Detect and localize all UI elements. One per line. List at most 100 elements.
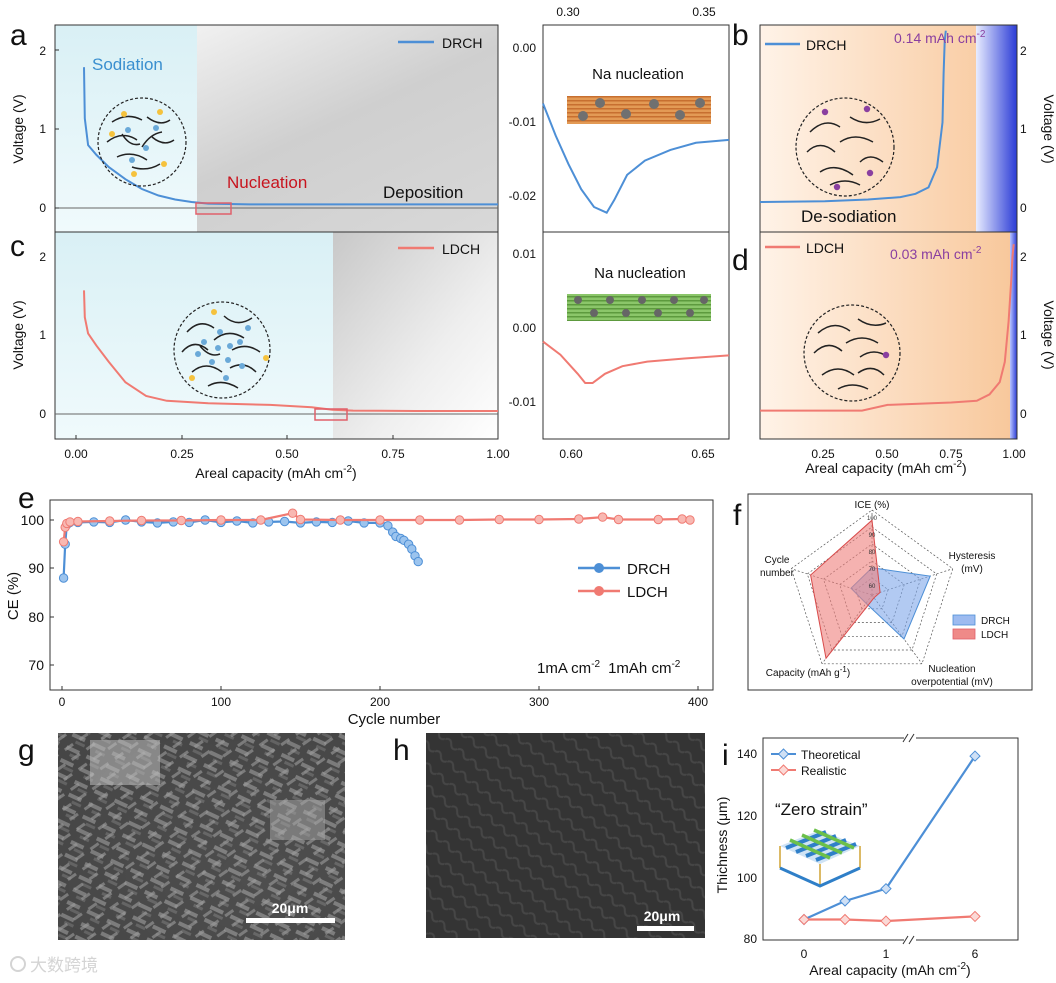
panel-e-ytick-3: 100 [21,512,45,528]
panel-e-tick-marks [50,519,699,690]
panel-f-ring-label-1: 90 [869,533,876,539]
panel-h-sem-haze [426,733,705,938]
panel-c-letter: c [10,230,25,263]
panel-i-yticks: 80 100 120 140 [737,747,757,946]
panel-f-axis-cycle-2: number [760,568,795,579]
panel-a-inset-ytick-0: 0.00 [513,41,537,55]
panel-i-legend-realistic-marker [777,764,790,776]
panel-i-theoretical-point [880,882,892,895]
panel-h-scalebar-label: 20μm [644,908,681,924]
panel-i-mesh-icon [779,828,861,888]
panel-c-xtick-marks [75,435,394,439]
panel-a-nucleation-box [195,202,232,215]
panel-g-letter: g [18,734,35,767]
panel-e-marks [58,508,695,583]
panel-f-axis-capacity-sup: -1 [840,665,848,674]
panel-c-xlabel-end: ) [352,465,357,481]
panel-f-ring-labels: 100 90 80 70 60 [867,516,878,590]
panel-a-inset-curve [542,103,730,214]
panel-a-ytick-2: 2 [39,44,46,58]
panel-c-xtick-1: 0.25 [170,447,194,461]
panel-f-letter: f [733,499,742,532]
panel-d-ytick-2: 2 [1020,250,1027,264]
panel-i-legend-realistic-label: Realistic [801,764,846,778]
panel-e-legend-ldch-marker [594,586,604,596]
panel-f-legend-ldch-label: LDCH [981,630,1008,641]
panel-c-particle-icon [173,301,271,399]
panel-c-ylabel: Voltage (V) [10,300,26,369]
panel-e-ldch-point [65,517,75,527]
panel-a-ylabel: Voltage (V) [10,94,26,163]
panel-b-ytick-0: 0 [1020,201,1027,215]
panel-e-condition-2: 1mAh cm [608,660,671,677]
panel-f-axis-capacity-text: Capacity (mAh g [766,668,840,679]
panel-f-legend-drch-swatch [952,614,976,626]
panel-d-bg [760,232,1017,439]
panel-i-ylabel: Thichness (μm) [714,797,730,894]
panel-d-xlabel-sup: -2 [953,459,962,470]
panel-e-condition-2-sup: -2 [671,659,680,670]
panel-i-axis-break [902,733,916,945]
panel-i-legend-theoretical-marker [777,748,790,760]
panel-g-sem-highlight-2 [270,800,325,840]
panel-e-ytick-1: 80 [28,609,44,625]
panel-e-ldch-point [256,515,266,525]
panel-e-drch-point [383,521,393,531]
panel-e-ldch-point [176,515,187,526]
panel-d-particle-icon [803,304,901,402]
panel-b-particle-icon [795,97,895,197]
panel-c-ytick-0: 0 [39,407,46,421]
panel-a-legend-label: DRCH [442,35,482,51]
panel-f-axis-nucleation-2: overpotential (mV) [911,677,993,688]
panel-e-ldch-point [73,516,83,527]
panel-c-inset: Na nucleation 0.01 0.00 -0.01 0.60 0.65 [509,231,730,461]
panel-e-ldch-point [216,515,226,525]
panel-f-ldch-area [810,519,881,660]
panel-b-yticks: 0 1 2 [1020,44,1027,215]
panel-c-inset-label: Na nucleation [594,265,686,282]
panel-c-xtick-3: 0.75 [381,447,405,461]
panel-c-inset-ytick-0: 0.01 [513,247,537,261]
panel-e-letter: e [18,482,35,515]
panel-e-xtick-1: 100 [211,695,231,709]
panel-e-drch-point [58,573,69,583]
panel-e-ldch-point [375,515,385,525]
panel-c-ldch-curve [83,290,498,412]
panel-e: e DRCH LDCH 1mA cm-2 1mAh cm-2 CE (%) 70 … [5,482,714,728]
panel-e-yticks: 70 80 90 100 [21,512,45,673]
panel-a-inset-frame [542,24,730,233]
panel-c-inset-xtick-1: 0.65 [691,447,715,461]
panel-b-capacity: 0.14 mAh cm-2 [894,29,986,46]
panel-a-inset-layers [567,96,711,124]
panel-a-inset-ytick-2: -0.02 [509,189,537,203]
panel-c-xtick-4: 1.00 [486,447,510,461]
panel-b-legend-label: DRCH [806,37,846,53]
panel-f-legend-drch-label: DRCH [981,616,1010,627]
panel-d-capacity-sup: -2 [972,245,981,256]
panel-i-xlabel-end: ) [966,962,971,978]
panel-g-sem-highlight [90,740,160,785]
panel-f-axis-capacity: Capacity (mAh g-1) [766,665,850,679]
panel-i-theoretical-line [803,755,976,921]
panel-c-inset-layers [567,294,711,321]
panel-d-legend-label: LDCH [806,240,844,256]
panel-b-blue-band [976,25,1017,232]
panel-a-inset-top-tick-1: 0.35 [692,5,716,19]
panel-e-ldch-point [58,537,69,547]
panel-e-ldch-point [613,514,624,525]
panel-a-inset-label: Na nucleation [592,66,684,83]
watermark-text: 大数跨境 [30,956,98,975]
panel-d-capacity: 0.03 mAh cm-2 [890,245,982,262]
panel-b-capacity-sup: -2 [976,29,985,40]
panel-a-ytick-marks [55,49,59,209]
panel-d-ylabel: Voltage (V) [1041,300,1056,369]
panel-i-ytick-3: 140 [737,747,757,761]
panel-c-gray-region [333,232,498,439]
panel-e-ldch-point [677,514,687,524]
panel-e-legend: DRCH LDCH [578,561,670,601]
panel-e-legend-drch-marker [594,563,604,573]
panel-c-sodiation-region [55,232,333,439]
panel-a-sodiation-label: Sodiation [92,55,163,74]
panel-f-axis-capacity-end: ) [847,668,850,679]
